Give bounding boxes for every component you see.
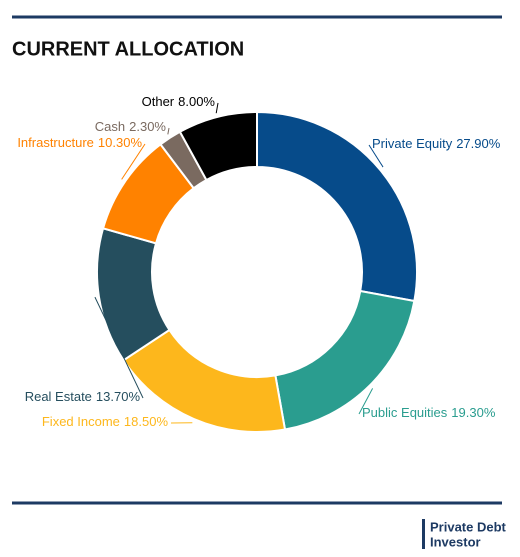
category-label: Fixed Income — [42, 414, 120, 429]
donut-segment — [178, 110, 258, 182]
leader-line — [94, 296, 144, 399]
value-label: 8.00% — [178, 94, 215, 109]
leader-line — [215, 102, 219, 114]
value-label: 10.30% — [98, 135, 143, 150]
leader-line — [167, 127, 170, 135]
value-label: 27.90% — [456, 136, 501, 151]
data-label: Private Equity 27.90% — [372, 136, 501, 151]
data-label: Real Estate 13.70% — [25, 389, 141, 404]
category-label: Infrastructure — [17, 135, 94, 150]
leader-line — [121, 143, 146, 180]
data-label: Cash 2.30% — [95, 119, 167, 134]
data-label: Fixed Income 18.50% — [42, 414, 169, 429]
value-label: 2.30% — [129, 119, 166, 134]
value-label: 19.30% — [451, 405, 496, 420]
category-label: Private Equity — [372, 136, 453, 151]
logo-bar — [422, 519, 425, 549]
chart-title: CURRENT ALLOCATION — [12, 38, 244, 60]
data-label: Other 8.00% — [142, 94, 216, 109]
category-label: Public Equities — [362, 405, 448, 420]
data-label: Public Equities 19.30% — [362, 405, 496, 420]
donut-segment — [256, 110, 418, 303]
leader-line — [368, 144, 384, 168]
leader-line — [358, 388, 374, 415]
value-label: 13.70% — [96, 389, 141, 404]
value-label: 18.50% — [124, 414, 169, 429]
logo-text: Private Debt — [430, 519, 507, 534]
data-label: Infrastructure 10.30% — [17, 135, 142, 150]
category-label: Cash — [95, 119, 125, 134]
category-label: Other — [142, 94, 175, 109]
category-label: Real Estate — [25, 389, 92, 404]
logo-text: Investor — [430, 534, 481, 549]
